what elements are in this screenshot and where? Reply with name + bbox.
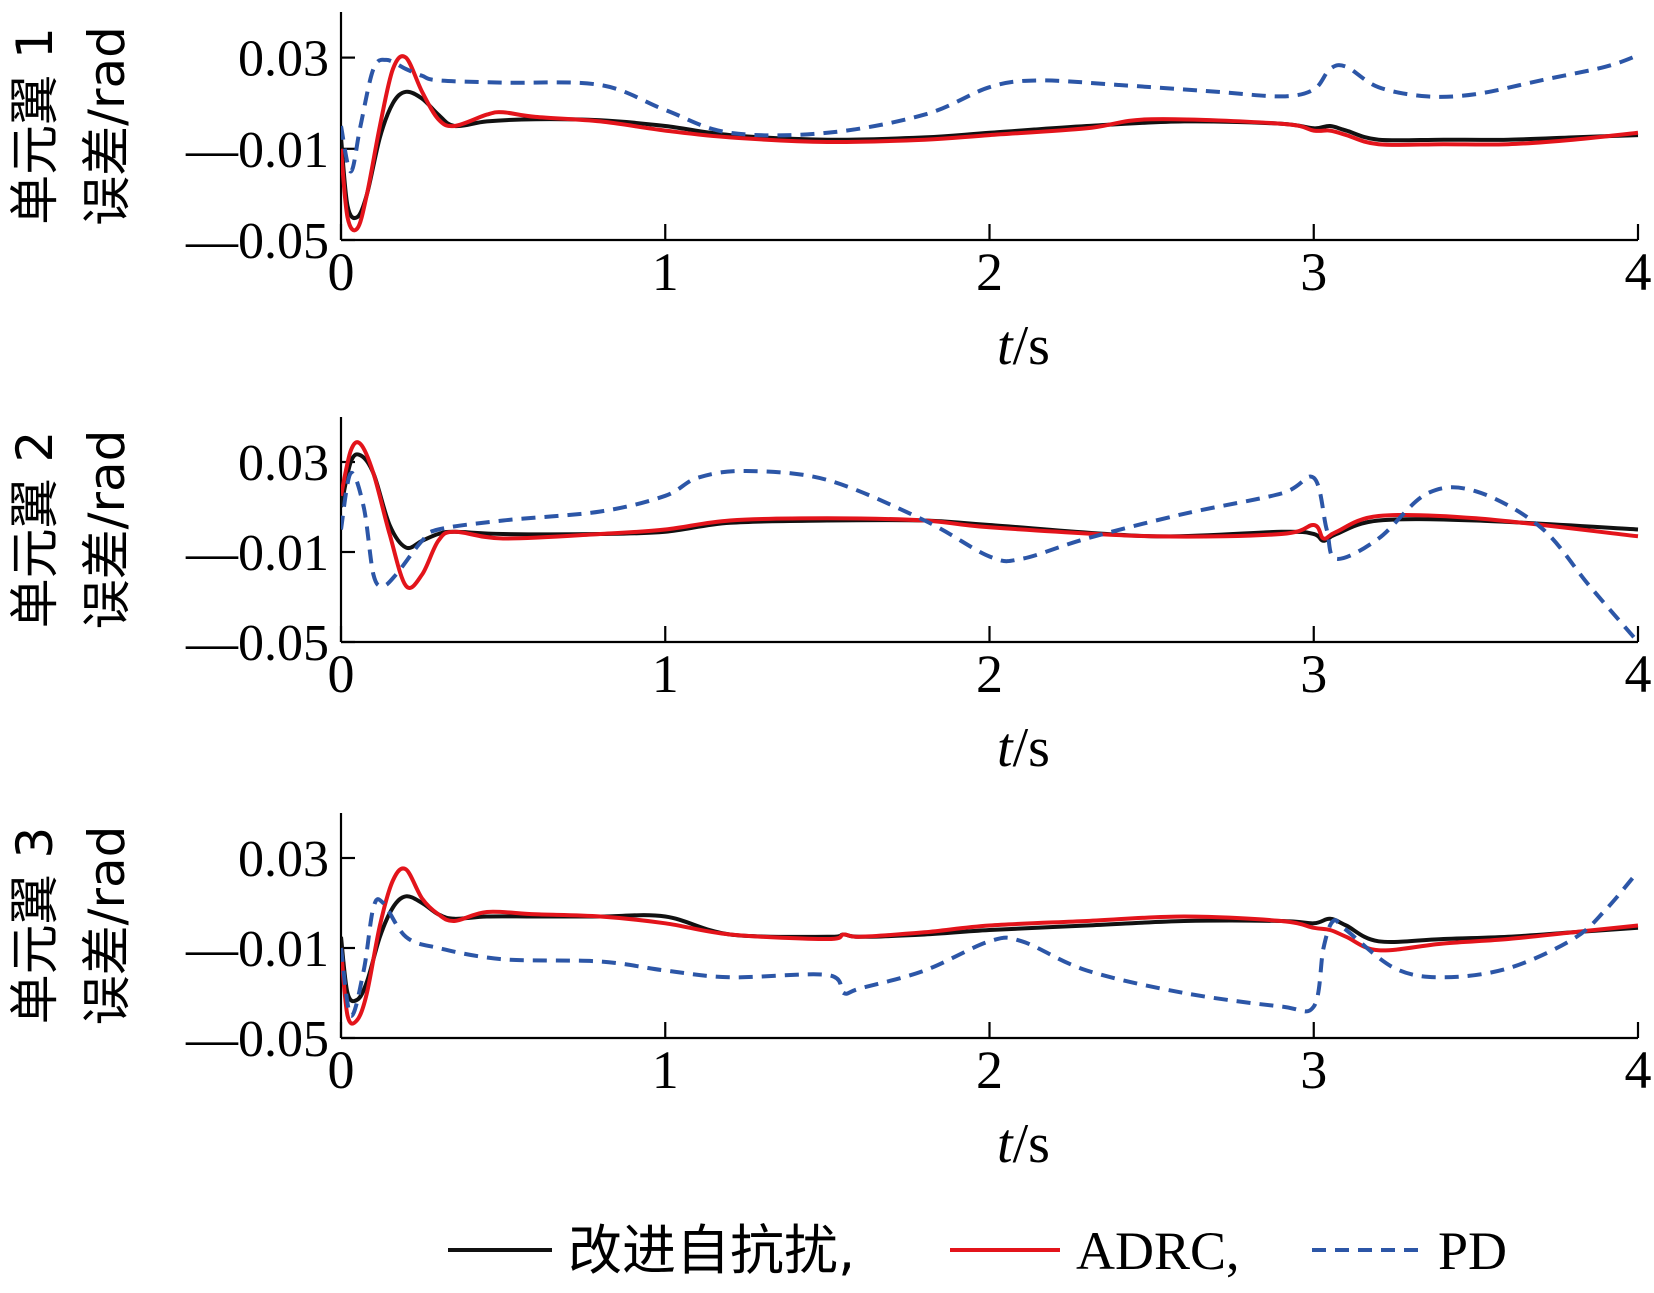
- panel-2: 0 1 2 3 4 0.03 —0.01 —0.05 单元翼 2 误差/rad t/s: [6, 417, 1652, 779]
- x-axis-label: t/s: [997, 717, 1050, 779]
- y-tick-label: —0.05: [185, 615, 329, 672]
- x-tick-label: 1: [652, 644, 679, 704]
- x-tick-label: 3: [1300, 242, 1327, 302]
- series-line-pd: [341, 53, 1639, 174]
- x-tick-label: 1: [652, 1040, 679, 1100]
- y-axis-label-line2: 误差/rad: [78, 430, 136, 630]
- legend: 改进自抗扰, ADRC, PD: [448, 1219, 1507, 1282]
- x-axis-label-variable: t: [997, 315, 1014, 377]
- x-axis-label-unit: /s: [1013, 717, 1050, 779]
- y-tick-label: —0.01: [185, 525, 329, 582]
- x-axis-label-variable: t: [997, 717, 1014, 779]
- series-line-improved-adrc: [341, 894, 1639, 1004]
- panel-1: 0 1 2 3 4 0.03 —0.01 —0.05 单元翼 1 误差/rad t/s: [6, 12, 1652, 377]
- panel-3: 0 1 2 3 4 0.03 —0.01 —0.05 单元翼 3 误差/rad t/s: [6, 813, 1652, 1175]
- x-tick-label: 0: [328, 1040, 355, 1100]
- y-axis-label-line1: 单元翼 3: [6, 827, 64, 1025]
- x-tick-label: 2: [976, 644, 1003, 704]
- x-tick-label: 3: [1300, 1040, 1327, 1100]
- y-tick-label: —0.05: [185, 213, 329, 270]
- series-line-pd: [341, 468, 1640, 644]
- x-axis-label-unit: /s: [1013, 315, 1050, 377]
- series-line-pd: [341, 870, 1640, 1018]
- y-axis-label-line1: 单元翼 1: [6, 27, 64, 225]
- y-tick-label: —0.01: [185, 122, 329, 179]
- series-line-improved-adrc: [341, 452, 1639, 551]
- legend-label-2: ADRC,: [1076, 1221, 1240, 1281]
- legend-label-1: 改进自抗扰,: [568, 1219, 855, 1282]
- y-tick-label: 0.03: [238, 31, 329, 88]
- y-axis-label-line2: 误差/rad: [78, 826, 136, 1026]
- x-tick-label: 1: [652, 242, 679, 302]
- y-axis-label-line1: 单元翼 2: [6, 431, 64, 629]
- legend-label-3: PD: [1438, 1221, 1507, 1281]
- y-tick-label: 0.03: [238, 831, 329, 888]
- x-axis-label-variable: t: [997, 1113, 1014, 1175]
- x-tick-label: 4: [1625, 1040, 1652, 1100]
- series-line-adrc: [341, 54, 1639, 233]
- x-tick-label: 0: [328, 644, 355, 704]
- series-line-improved-adrc: [341, 89, 1639, 221]
- y-tick-label: 0.03: [238, 435, 329, 492]
- x-tick-label: 2: [976, 242, 1003, 302]
- x-tick-label: 4: [1625, 242, 1652, 302]
- series-line-adrc: [341, 866, 1639, 1026]
- x-axis-label-unit: /s: [1013, 1113, 1050, 1175]
- y-tick-label: —0.05: [185, 1011, 329, 1068]
- x-tick-label: 3: [1300, 644, 1327, 704]
- x-axis-label: t/s: [997, 1113, 1050, 1175]
- series-line-adrc: [341, 440, 1639, 590]
- x-tick-label: 0: [328, 242, 355, 302]
- x-axis-label: t/s: [997, 315, 1050, 377]
- x-tick-label: 4: [1625, 644, 1652, 704]
- x-tick-label: 2: [976, 1040, 1003, 1100]
- y-tick-label: —0.01: [185, 921, 329, 978]
- y-axis-label-line2: 误差/rad: [78, 26, 136, 226]
